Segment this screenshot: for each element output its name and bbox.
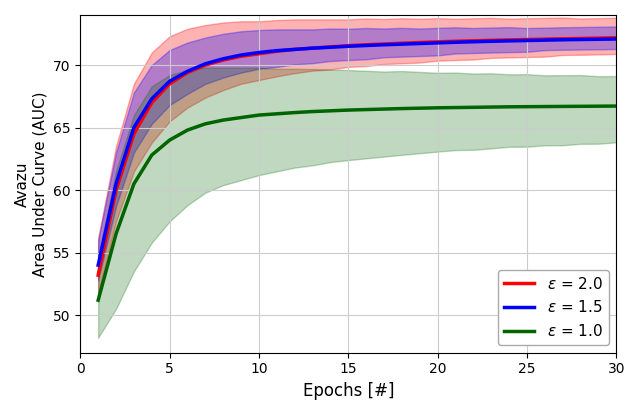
$\varepsilon$ = 2.0 [94,273,102,278]
$\varepsilon$ = 2.0 [434,39,442,44]
$\varepsilon$ = 1.0 [470,105,477,110]
$\varepsilon$ = 1.5 [487,39,495,44]
$\varepsilon$ = 2.0 [273,49,281,54]
$\varepsilon$ = 2.0 [184,70,191,75]
$\varepsilon$ = 1.0 [416,106,424,111]
$\varepsilon$ = 2.0 [291,47,298,52]
$\varepsilon$ = 2.0 [148,100,156,105]
$\varepsilon$ = 1.0 [148,153,156,158]
$\varepsilon$ = 2.0 [595,36,602,41]
$\varepsilon$ = 1.0 [612,104,620,109]
$\varepsilon$ = 2.0 [398,41,406,46]
$\varepsilon$ = 2.0 [559,36,566,41]
$\varepsilon$ = 1.0 [255,112,263,117]
$\varepsilon$ = 1.0 [434,105,442,110]
$\varepsilon$ = 2.0 [130,131,138,136]
$\varepsilon$ = 2.0 [577,36,584,41]
$\varepsilon$ = 2.0 [202,63,209,68]
$\varepsilon$ = 1.5 [470,39,477,44]
$\varepsilon$ = 1.5 [273,48,281,53]
$\varepsilon$ = 2.0 [541,37,548,42]
$\varepsilon$ = 1.5 [184,69,191,74]
$\varepsilon$ = 1.5 [255,50,263,55]
$\varepsilon$ = 1.0 [487,105,495,110]
$\varepsilon$ = 1.5 [523,38,531,43]
Line: $\varepsilon$ = 1.5: $\varepsilon$ = 1.5 [98,39,616,265]
Line: $\varepsilon$ = 2.0: $\varepsilon$ = 2.0 [98,38,616,275]
$\varepsilon$ = 2.0 [416,40,424,45]
$\varepsilon$ = 1.0 [326,108,334,113]
$\varepsilon$ = 2.0 [255,51,263,56]
$\varepsilon$ = 1.0 [273,111,281,116]
$\varepsilon$ = 1.5 [220,56,227,61]
$\varepsilon$ = 1.0 [523,104,531,109]
$\varepsilon$ = 2.0 [112,188,120,193]
$\varepsilon$ = 1.0 [166,138,173,143]
$\varepsilon$ = 1.5 [166,79,173,84]
$\varepsilon$ = 1.0 [308,109,316,114]
$\varepsilon$ = 1.5 [94,263,102,268]
$\varepsilon$ = 1.0 [505,104,513,109]
$\varepsilon$ = 1.5 [291,47,298,52]
$\varepsilon$ = 2.0 [362,42,370,47]
$\varepsilon$ = 1.0 [291,110,298,115]
$\varepsilon$ = 1.5 [202,61,209,66]
$\varepsilon$ = 1.0 [202,121,209,126]
$\varepsilon$ = 2.0 [166,81,173,86]
$\varepsilon$ = 2.0 [380,42,388,46]
$\varepsilon$ = 2.0 [326,44,334,49]
Legend: $\varepsilon$ = 2.0, $\varepsilon$ = 1.5, $\varepsilon$ = 1.0: $\varepsilon$ = 2.0, $\varepsilon$ = 1.5… [498,270,609,345]
$\varepsilon$ = 2.0 [523,37,531,42]
$\varepsilon$ = 1.0 [220,117,227,122]
$\varepsilon$ = 1.5 [612,37,620,42]
X-axis label: Epochs [#]: Epochs [#] [303,382,394,400]
$\varepsilon$ = 2.0 [612,35,620,40]
$\varepsilon$ = 2.0 [237,54,245,59]
$\varepsilon$ = 1.0 [380,107,388,112]
$\varepsilon$ = 1.5 [380,42,388,47]
Line: $\varepsilon$ = 1.0: $\varepsilon$ = 1.0 [98,106,616,300]
$\varepsilon$ = 1.5 [130,125,138,130]
$\varepsilon$ = 2.0 [452,39,460,44]
$\varepsilon$ = 1.0 [577,104,584,109]
$\varepsilon$ = 1.0 [94,298,102,303]
$\varepsilon$ = 1.5 [326,45,334,50]
$\varepsilon$ = 2.0 [308,46,316,51]
$\varepsilon$ = 1.5 [148,96,156,101]
$\varepsilon$ = 1.0 [237,115,245,120]
$\varepsilon$ = 1.5 [577,37,584,42]
$\varepsilon$ = 1.0 [112,232,120,237]
$\varepsilon$ = 2.0 [487,38,495,43]
$\varepsilon$ = 1.5 [112,181,120,186]
$\varepsilon$ = 1.5 [237,53,245,58]
$\varepsilon$ = 1.5 [434,40,442,45]
$\varepsilon$ = 2.0 [344,43,352,48]
$\varepsilon$ = 1.0 [362,107,370,112]
$\varepsilon$ = 1.5 [595,37,602,42]
$\varepsilon$ = 1.0 [130,181,138,186]
$\varepsilon$ = 1.5 [559,37,566,42]
$\varepsilon$ = 1.0 [559,104,566,109]
$\varepsilon$ = 1.5 [362,43,370,48]
$\varepsilon$ = 2.0 [470,38,477,43]
$\varepsilon$ = 1.5 [398,42,406,46]
$\varepsilon$ = 2.0 [505,37,513,42]
$\varepsilon$ = 1.0 [595,104,602,109]
$\varepsilon$ = 1.0 [452,105,460,110]
$\varepsilon$ = 1.5 [505,39,513,44]
$\varepsilon$ = 1.5 [416,41,424,46]
$\varepsilon$ = 2.0 [220,58,227,63]
$\varepsilon$ = 1.0 [184,127,191,132]
$\varepsilon$ = 1.0 [541,104,548,109]
$\varepsilon$ = 1.5 [308,46,316,51]
$\varepsilon$ = 1.5 [344,44,352,49]
$\varepsilon$ = 1.0 [344,107,352,112]
$\varepsilon$ = 1.5 [541,38,548,43]
$\varepsilon$ = 1.5 [452,40,460,45]
$\varepsilon$ = 1.0 [398,106,406,111]
Y-axis label: Avazu
Area Under Curve (AUC): Avazu Area Under Curve (AUC) [15,91,47,277]
